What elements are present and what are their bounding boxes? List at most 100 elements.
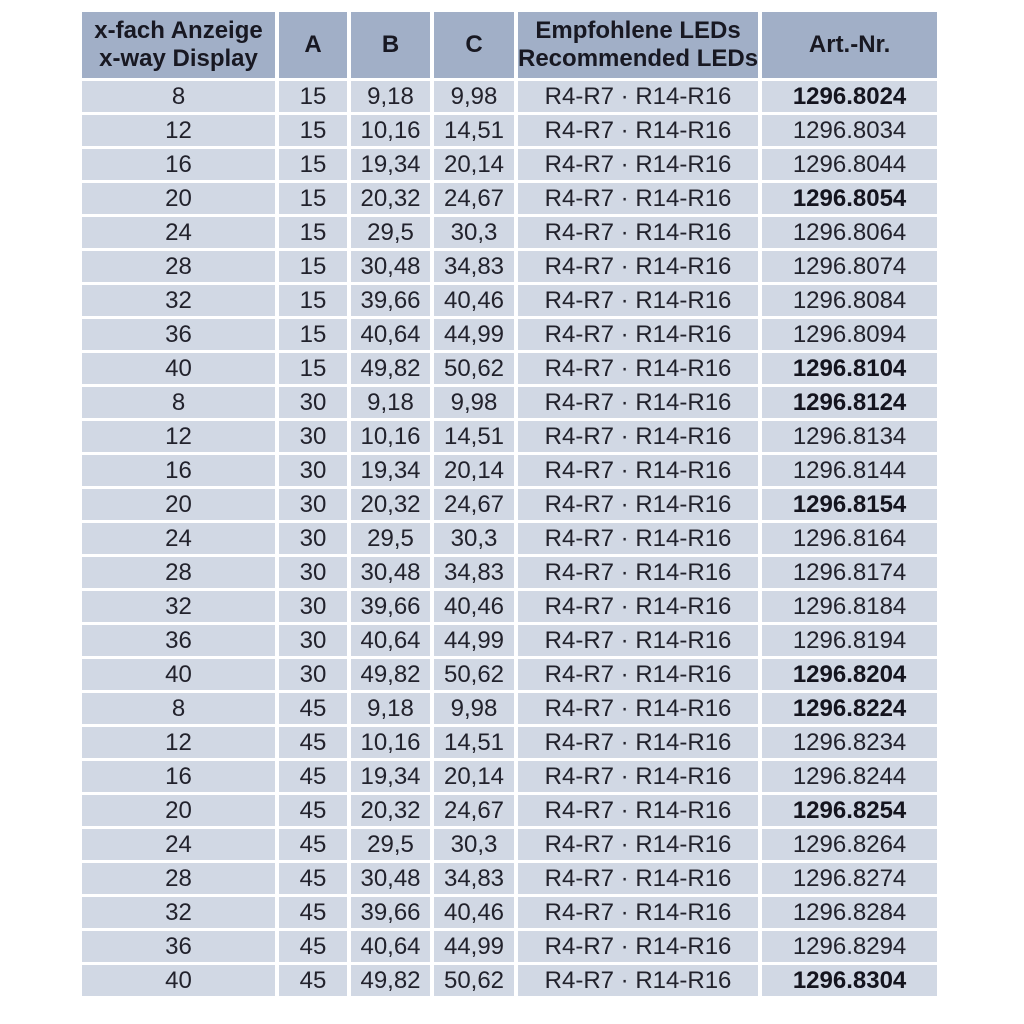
cell-leds: R4-R7 · R14-R16 bbox=[518, 591, 759, 622]
cell-a: 30 bbox=[279, 625, 347, 656]
product-spec-table: x-fach Anzeige x-way Display A B C Empfo… bbox=[78, 9, 941, 999]
cell-artnr: 1296.8254 bbox=[762, 795, 938, 826]
table-row: 16 30 19,34 20,14 R4-R7 · R14-R16 1296.8… bbox=[82, 455, 938, 486]
cell-leds: R4-R7 · R14-R16 bbox=[518, 795, 759, 826]
cell-a: 15 bbox=[279, 319, 347, 350]
table-row: 24 45 29,5 30,3 R4-R7 · R14-R16 1296.826… bbox=[82, 829, 938, 860]
cell-leds: R4-R7 · R14-R16 bbox=[518, 659, 759, 690]
cell-a: 45 bbox=[279, 693, 347, 724]
cell-a: 45 bbox=[279, 795, 347, 826]
cell-leds: R4-R7 · R14-R16 bbox=[518, 693, 759, 724]
cell-artnr: 1296.8274 bbox=[762, 863, 938, 894]
table-row: 36 45 40,64 44,99 R4-R7 · R14-R16 1296.8… bbox=[82, 931, 938, 962]
cell-xway: 28 bbox=[82, 251, 275, 282]
cell-xway: 12 bbox=[82, 115, 275, 146]
header-recommended-leds: Empfohlene LEDs Recommended LEDs bbox=[518, 12, 759, 78]
cell-xway: 24 bbox=[82, 523, 275, 554]
cell-artnr: 1296.8294 bbox=[762, 931, 938, 962]
cell-a: 45 bbox=[279, 965, 347, 996]
cell-xway: 40 bbox=[82, 353, 275, 384]
cell-xway: 16 bbox=[82, 149, 275, 180]
cell-a: 45 bbox=[279, 761, 347, 792]
cell-a: 30 bbox=[279, 523, 347, 554]
cell-a: 30 bbox=[279, 489, 347, 520]
cell-c: 50,62 bbox=[434, 965, 514, 996]
table-row: 12 30 10,16 14,51 R4-R7 · R14-R16 1296.8… bbox=[82, 421, 938, 452]
cell-xway: 40 bbox=[82, 659, 275, 690]
table-row: 40 30 49,82 50,62 R4-R7 · R14-R16 1296.8… bbox=[82, 659, 938, 690]
header-led-line1: Empfohlene LEDs bbox=[535, 16, 741, 44]
cell-b: 19,34 bbox=[351, 149, 430, 180]
cell-artnr: 1296.8024 bbox=[762, 81, 938, 112]
cell-xway: 32 bbox=[82, 285, 275, 316]
cell-artnr: 1296.8204 bbox=[762, 659, 938, 690]
table-row: 28 15 30,48 34,83 R4-R7 · R14-R16 1296.8… bbox=[82, 251, 938, 282]
cell-c: 50,62 bbox=[434, 353, 514, 384]
cell-artnr: 1296.8124 bbox=[762, 387, 938, 418]
cell-leds: R4-R7 · R14-R16 bbox=[518, 965, 759, 996]
cell-leds: R4-R7 · R14-R16 bbox=[518, 217, 759, 248]
cell-xway: 32 bbox=[82, 591, 275, 622]
cell-leds: R4-R7 · R14-R16 bbox=[518, 557, 759, 588]
cell-a: 15 bbox=[279, 81, 347, 112]
cell-c: 40,46 bbox=[434, 897, 514, 928]
table-row: 16 15 19,34 20,14 R4-R7 · R14-R16 1296.8… bbox=[82, 149, 938, 180]
cell-leds: R4-R7 · R14-R16 bbox=[518, 387, 759, 418]
header-xway-display: x-fach Anzeige x-way Display bbox=[82, 12, 275, 78]
cell-xway: 8 bbox=[82, 81, 275, 112]
cell-c: 34,83 bbox=[434, 251, 514, 282]
cell-b: 30,48 bbox=[351, 863, 430, 894]
cell-b: 30,48 bbox=[351, 251, 430, 282]
cell-b: 40,64 bbox=[351, 625, 430, 656]
cell-artnr: 1296.8044 bbox=[762, 149, 938, 180]
header-art-nr: Art.-Nr. bbox=[762, 12, 938, 78]
table-row: 8 30 9,18 9,98 R4-R7 · R14-R16 1296.8124 bbox=[82, 387, 938, 418]
table-row: 20 30 20,32 24,67 R4-R7 · R14-R16 1296.8… bbox=[82, 489, 938, 520]
cell-c: 20,14 bbox=[434, 455, 514, 486]
cell-xway: 36 bbox=[82, 319, 275, 350]
header-led-line2: Recommended LEDs bbox=[518, 45, 759, 72]
header-dimension-a: A bbox=[279, 12, 347, 78]
cell-leds: R4-R7 · R14-R16 bbox=[518, 353, 759, 384]
cell-artnr: 1296.8164 bbox=[762, 523, 938, 554]
cell-xway: 20 bbox=[82, 795, 275, 826]
table-row: 24 15 29,5 30,3 R4-R7 · R14-R16 1296.806… bbox=[82, 217, 938, 248]
cell-artnr: 1296.8144 bbox=[762, 455, 938, 486]
cell-leds: R4-R7 · R14-R16 bbox=[518, 251, 759, 282]
cell-xway: 16 bbox=[82, 455, 275, 486]
cell-a: 15 bbox=[279, 183, 347, 214]
cell-xway: 28 bbox=[82, 557, 275, 588]
cell-a: 30 bbox=[279, 421, 347, 452]
cell-xway: 24 bbox=[82, 217, 275, 248]
cell-c: 9,98 bbox=[434, 693, 514, 724]
cell-c: 44,99 bbox=[434, 319, 514, 350]
cell-b: 49,82 bbox=[351, 965, 430, 996]
cell-c: 30,3 bbox=[434, 829, 514, 860]
cell-b: 9,18 bbox=[351, 387, 430, 418]
cell-b: 20,32 bbox=[351, 795, 430, 826]
cell-leds: R4-R7 · R14-R16 bbox=[518, 489, 759, 520]
table-row: 40 15 49,82 50,62 R4-R7 · R14-R16 1296.8… bbox=[82, 353, 938, 384]
cell-b: 9,18 bbox=[351, 81, 430, 112]
cell-a: 15 bbox=[279, 251, 347, 282]
cell-leds: R4-R7 · R14-R16 bbox=[518, 421, 759, 452]
cell-leds: R4-R7 · R14-R16 bbox=[518, 523, 759, 554]
table-row: 32 45 39,66 40,46 R4-R7 · R14-R16 1296.8… bbox=[82, 897, 938, 928]
cell-artnr: 1296.8224 bbox=[762, 693, 938, 724]
cell-artnr: 1296.8084 bbox=[762, 285, 938, 316]
table-row: 36 15 40,64 44,99 R4-R7 · R14-R16 1296.8… bbox=[82, 319, 938, 350]
cell-xway: 28 bbox=[82, 863, 275, 894]
cell-c: 44,99 bbox=[434, 625, 514, 656]
cell-leds: R4-R7 · R14-R16 bbox=[518, 81, 759, 112]
cell-xway: 8 bbox=[82, 387, 275, 418]
cell-xway: 12 bbox=[82, 421, 275, 452]
table-row: 12 15 10,16 14,51 R4-R7 · R14-R16 1296.8… bbox=[82, 115, 938, 146]
cell-leds: R4-R7 · R14-R16 bbox=[518, 455, 759, 486]
cell-artnr: 1296.8184 bbox=[762, 591, 938, 622]
table-row: 24 30 29,5 30,3 R4-R7 · R14-R16 1296.816… bbox=[82, 523, 938, 554]
table-row: 32 15 39,66 40,46 R4-R7 · R14-R16 1296.8… bbox=[82, 285, 938, 316]
cell-artnr: 1296.8244 bbox=[762, 761, 938, 792]
cell-c: 14,51 bbox=[434, 115, 514, 146]
table-row: 8 45 9,18 9,98 R4-R7 · R14-R16 1296.8224 bbox=[82, 693, 938, 724]
cell-b: 20,32 bbox=[351, 489, 430, 520]
